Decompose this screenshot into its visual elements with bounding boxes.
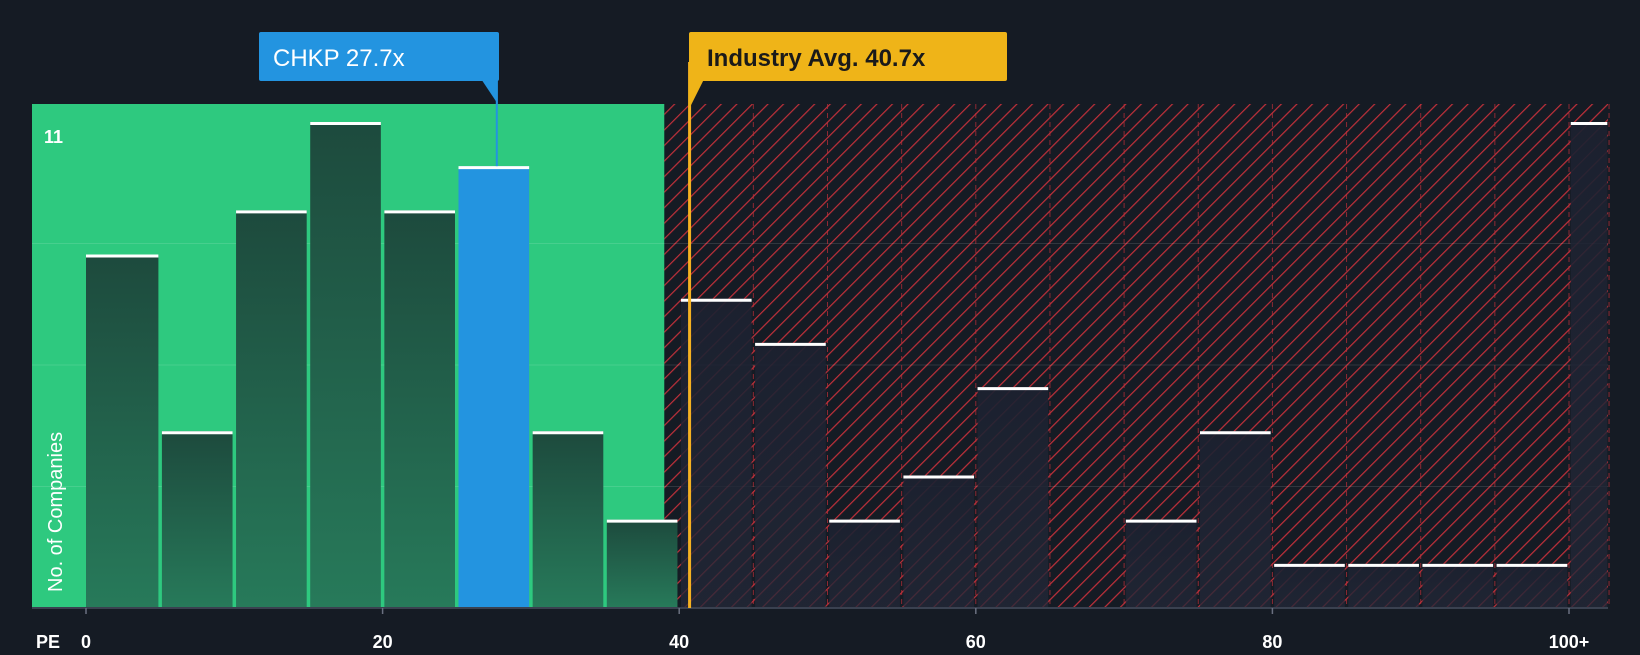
x-tick-label: 20	[373, 632, 393, 650]
histogram-bar	[1125, 519, 1197, 608]
histogram-bar	[86, 254, 159, 608]
x-tick-label: 80	[1262, 632, 1282, 650]
x-tick-label: 100+	[1549, 632, 1590, 650]
histogram-bar	[310, 122, 381, 608]
company-label-box	[259, 32, 499, 81]
histogram-bar	[829, 519, 900, 608]
histogram-bar	[1200, 431, 1271, 608]
histogram-bar	[1422, 563, 1494, 608]
histogram-bar	[977, 387, 1049, 608]
histogram-bar	[384, 210, 455, 608]
histogram-bar	[903, 475, 975, 608]
histogram-bar	[161, 431, 233, 608]
industry-avg-label: Industry Avg. 40.7x	[707, 45, 926, 72]
industry-avg-label-box	[689, 32, 1007, 81]
histogram-bar	[236, 210, 307, 608]
histogram-bar	[755, 342, 826, 608]
company-label: CHKP 27.7x	[273, 45, 405, 72]
x-tick-label: 60	[966, 632, 986, 650]
industry-avg-label-pointer	[688, 80, 704, 110]
histogram-bar	[532, 431, 604, 608]
y-top-label: 11	[44, 127, 63, 147]
highlighted-bar	[458, 166, 530, 608]
histogram-bar	[1348, 563, 1419, 608]
x-tick-label: 0	[81, 632, 91, 650]
histogram-bar	[680, 298, 752, 608]
company-label-pointer	[481, 80, 498, 104]
histogram-bar	[606, 519, 678, 608]
histogram-bar	[1570, 122, 1608, 608]
x-tick-label: 40	[669, 632, 689, 650]
histogram-bar	[1496, 563, 1568, 608]
y-axis-label: No. of Companies	[45, 432, 67, 592]
histogram-bar	[1274, 563, 1345, 608]
x-axis-label: PE	[36, 632, 60, 650]
